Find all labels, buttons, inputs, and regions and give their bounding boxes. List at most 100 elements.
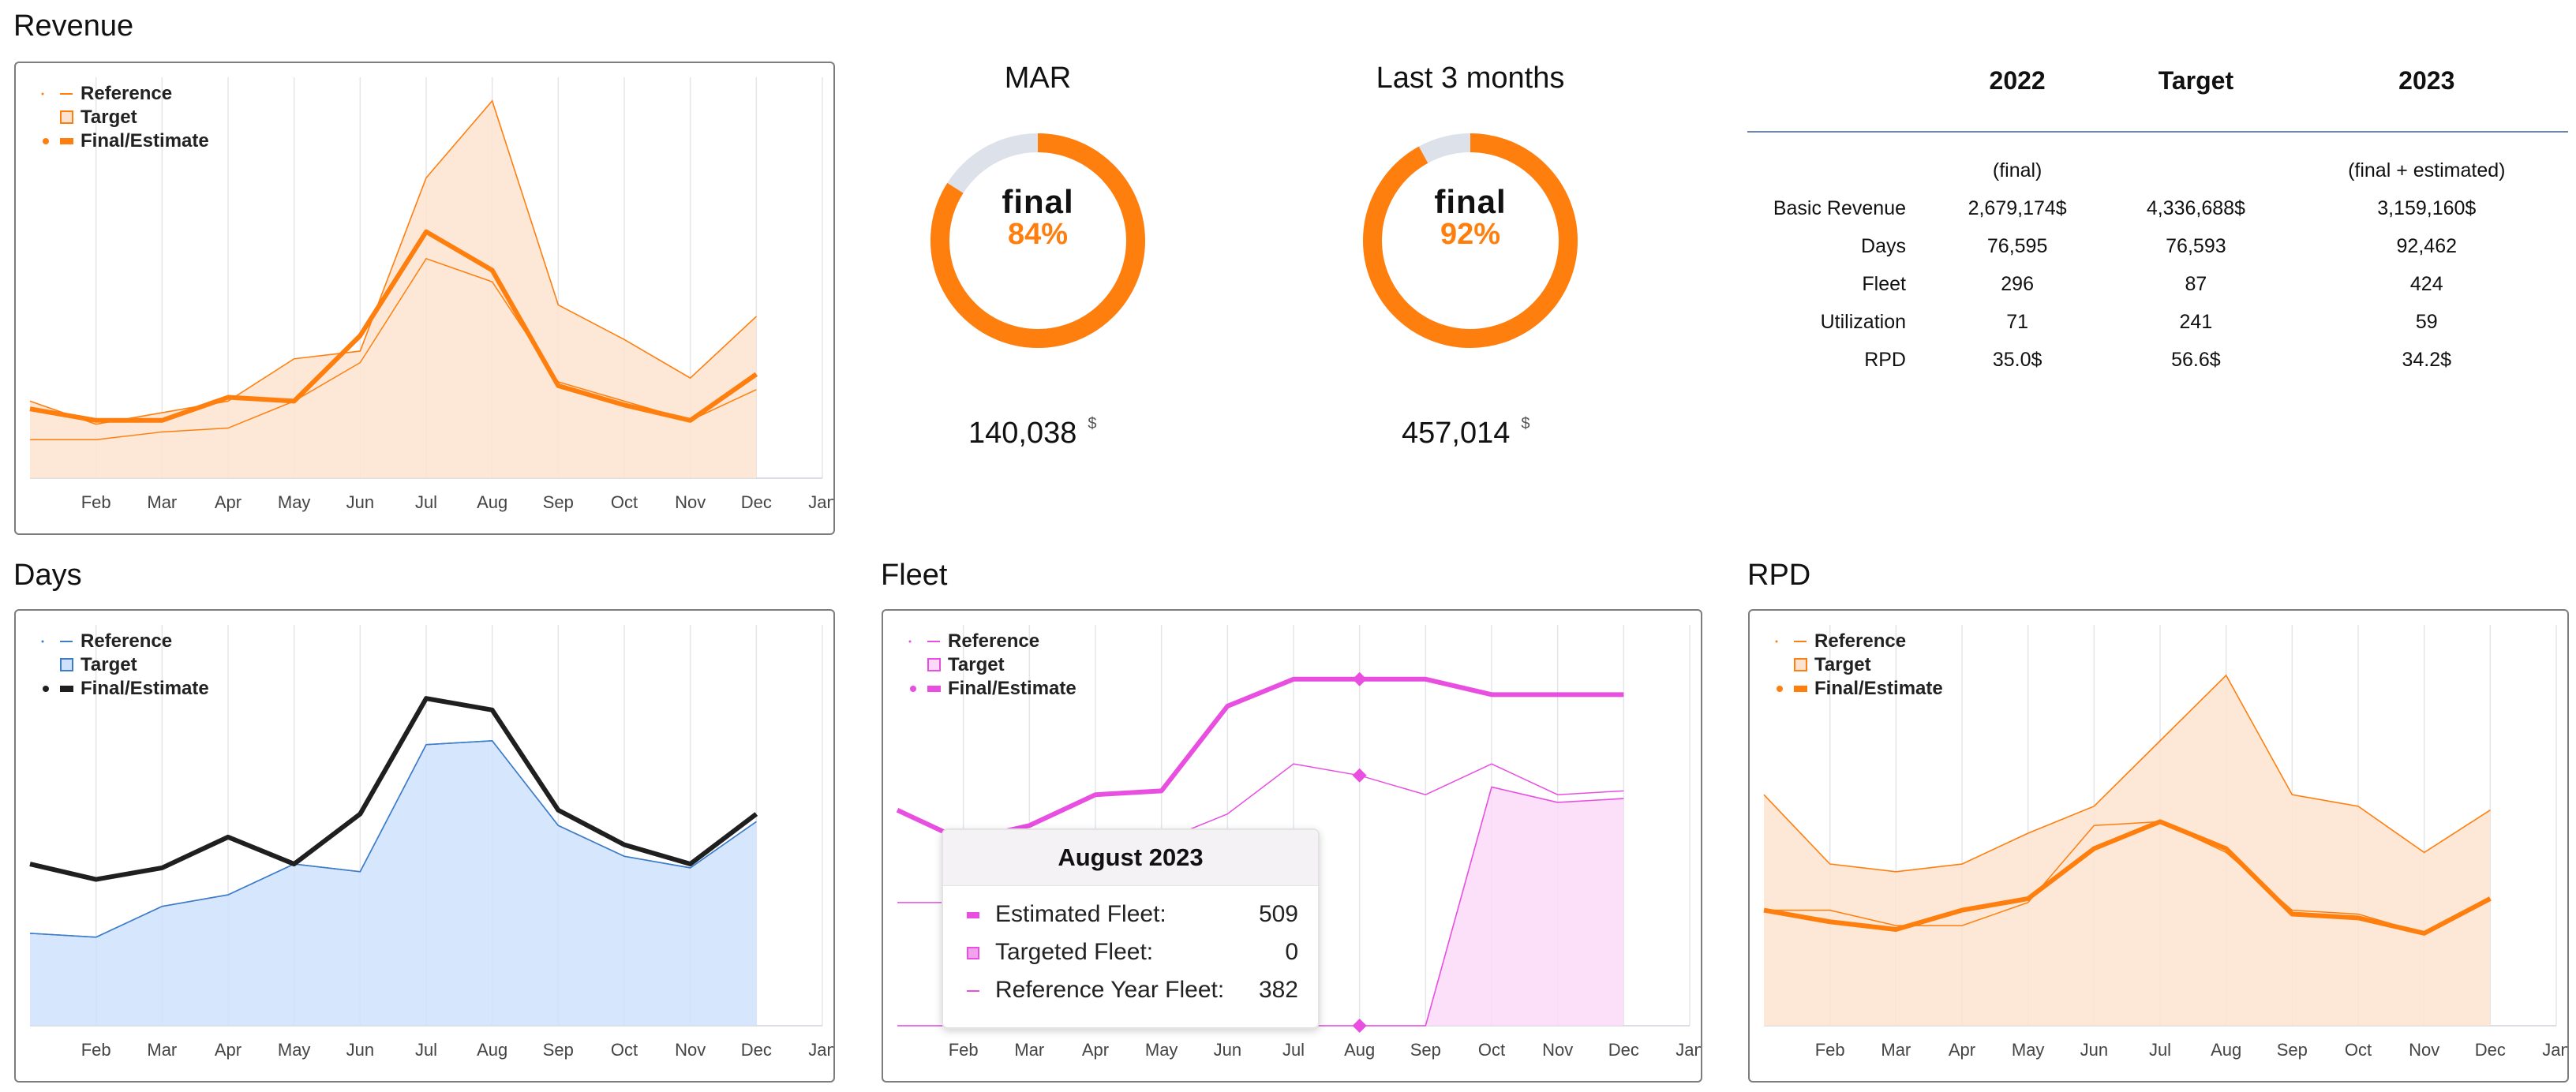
x-tick-label: Nov [675, 492, 706, 512]
legend-label: Target [80, 654, 137, 675]
x-tick-label: Sep [1410, 1040, 1441, 1060]
cell: 424 [2409, 272, 2443, 295]
row-label: Days [1861, 234, 1906, 257]
fleet-tooltip: August 2023 Estimated Fleet: 509 Targete… [942, 828, 1320, 1029]
legend-label: Target [948, 654, 1005, 675]
cell: 92,462 [2396, 234, 2457, 257]
summary-header-divider [1747, 131, 2568, 133]
table-row: Utilization 71 241 59 [1747, 303, 2568, 341]
legend-label: Reference [80, 630, 172, 652]
x-tick-label: May [2012, 1040, 2045, 1060]
kpi-3m-center: final 92% [1352, 183, 1589, 252]
row-label: Fleet [1862, 272, 1906, 295]
x-tick-label: Feb [81, 1040, 111, 1060]
legend-dot [43, 686, 49, 692]
tooltip-value: 382 [1258, 977, 1298, 1003]
legend-dot [910, 686, 916, 692]
row-label: Utilization [1820, 310, 1906, 333]
cell: 34.2$ [2402, 348, 2452, 371]
summary-col-2023: 2023 [2398, 65, 2455, 95]
fleet-plot: Feb Mar Apr May Jun Jul Aug Sep Oct Nov Dec Jan Refe… [896, 625, 1701, 1060]
target-area [1764, 675, 2491, 1026]
kpi-mar-percent: 84% [1007, 218, 1069, 251]
cell: 3,159,160$ [2377, 196, 2477, 219]
reference-marker-icon [967, 990, 979, 993]
x-tick-label: Jan [808, 1040, 833, 1060]
gauge-arc [930, 133, 1145, 348]
x-tick-label: Dec [741, 492, 772, 512]
hover-marker [1352, 1019, 1367, 1033]
rpd-plot: Feb Mar Apr May Jun Jul Aug Sep Oct Nov Dec Jan Refe… [1763, 625, 2567, 1060]
rpd-chart[interactable]: Feb Mar Apr May Jun Jul Aug Sep Oct Nov Dec Jan Refe… [1748, 609, 2569, 1083]
legend-bar-icon [1794, 686, 1807, 692]
legend-label: Final/Estimate [948, 678, 1076, 699]
final-estimate-line[interactable] [896, 676, 1624, 843]
legend-label: Reference [1814, 630, 1906, 652]
days-chart[interactable]: Feb Mar Apr May Jun Jul Aug Sep Oct Nov Dec Jan Refe… [14, 609, 835, 1083]
legend-bar-icon [60, 138, 73, 144]
legend-square-icon [927, 658, 941, 671]
x-tick-label: Jun [346, 492, 374, 512]
kpi-mar-amount: 140,038 [968, 417, 1077, 450]
revenue-chart[interactable]: Feb Mar Apr May Jun Jul Aug Sep Oct Nov Dec Jan Refe… [14, 62, 835, 535]
legend-label: Reference [80, 83, 172, 104]
x-tick-label: Mar [1881, 1040, 1911, 1060]
legend-square-icon [60, 110, 73, 124]
reference-line [1764, 821, 2491, 934]
legend-bar-icon [60, 686, 73, 692]
summary-sub-target [2106, 151, 2285, 189]
final-estimate-line[interactable] [29, 696, 758, 882]
x-tick-label: Mar [147, 492, 177, 512]
final-estimate-line[interactable] [1763, 819, 2492, 936]
tooltip-label: Estimated Fleet: [995, 901, 1166, 927]
x-tick-label: Oct [611, 492, 638, 512]
x-tick-label: Jan [808, 492, 833, 512]
x-tick-label: Sep [543, 1040, 574, 1060]
x-tick-label: Apr [215, 1040, 242, 1060]
legend-dot [1775, 640, 1778, 643]
gauge-arc [1363, 133, 1578, 348]
final-estimate-line[interactable] [29, 229, 758, 423]
days-plot: Feb Mar Apr May Jun Jul Aug Sep Oct Nov Dec Jan Refe… [29, 625, 833, 1060]
tooltip-value: 0 [1285, 939, 1298, 965]
kpi-3m-amount: 457,014 [1402, 417, 1511, 450]
legend-dot [41, 640, 44, 643]
kpi-mar-title: MAR [1004, 62, 1072, 95]
tooltip-value: 509 [1258, 901, 1298, 927]
legend-dot [41, 92, 44, 95]
legend-label: Target [80, 107, 137, 128]
x-tick-label: Nov [675, 1040, 706, 1060]
x-tick-label: May [278, 1040, 311, 1060]
x-tick-label: May [278, 492, 311, 512]
cell: 59 [2415, 310, 2438, 333]
x-tick-label: Oct [2345, 1040, 2372, 1060]
cell: 87 [2185, 272, 2207, 295]
tooltip-label: Targeted Fleet: [995, 939, 1154, 965]
legend-dot [1777, 686, 1783, 692]
kpi-3m-title: Last 3 months [1376, 62, 1565, 95]
summary-header-blank [1747, 57, 1928, 104]
x-tick-label: Dec [2475, 1040, 2506, 1060]
revenue-plot: Feb Mar Apr May Jun Jul Aug Sep Oct Nov Dec Jan Refe… [29, 77, 833, 512]
x-tick-label: Aug [477, 492, 507, 512]
x-tick-label: Nov [2409, 1040, 2439, 1060]
target-area [30, 740, 757, 1026]
x-tick-label: Sep [543, 492, 574, 512]
legend-dot [908, 640, 912, 643]
target-area [897, 787, 1624, 1026]
kpi-mar-label: final [1002, 183, 1074, 220]
x-tick-label: Aug [1344, 1040, 1375, 1060]
cell: 56.6$ [2171, 348, 2221, 371]
tooltip-title: August 2023 [943, 830, 1318, 886]
x-tick-label: Aug [2211, 1040, 2241, 1060]
target-area [30, 100, 757, 478]
x-tick-label: Jun [346, 1040, 374, 1060]
x-tick-label: Aug [477, 1040, 507, 1060]
summary-sub-2022: (final) [1992, 159, 2042, 181]
x-tick-label: Jun [2080, 1040, 2108, 1060]
x-tick-label: Mar [147, 1040, 177, 1060]
x-tick-label: Nov [1542, 1040, 1573, 1060]
kpi-mar-unit: $ [1088, 415, 1097, 432]
